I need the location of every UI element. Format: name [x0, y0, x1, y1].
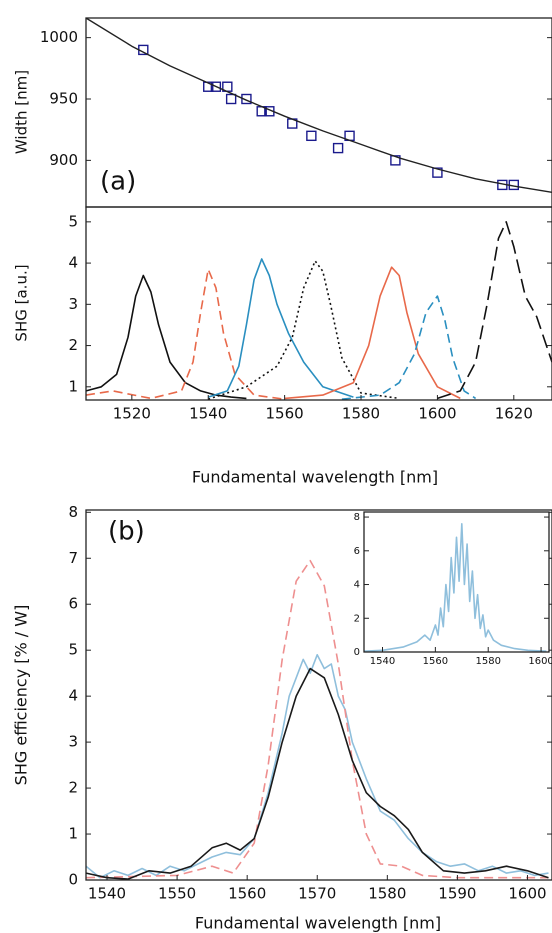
data-line	[341, 295, 477, 400]
y-tick-label: 0	[354, 647, 360, 658]
data-line	[284, 266, 461, 400]
x-tick-label: 1570	[298, 885, 336, 903]
x-tick-label: 1600	[528, 656, 552, 667]
x-tick-label: 1560	[228, 885, 266, 903]
data-point	[332, 142, 344, 154]
y-tick-label: 1000	[40, 28, 78, 46]
y-tick-label: 2	[354, 613, 360, 624]
y-tick-label: 950	[49, 90, 78, 108]
inset-background	[364, 512, 549, 652]
data-line	[207, 258, 354, 398]
plot-area	[364, 523, 547, 652]
data-line	[86, 559, 549, 879]
y-tick-label: 8	[68, 503, 78, 521]
data-line	[364, 523, 547, 652]
y-tick-label: 4	[68, 687, 78, 705]
x-axis-label: Fundamental wavelength [nm]	[192, 468, 438, 487]
y-tick-label: 0	[68, 871, 78, 889]
x-tick-label: 1540	[370, 656, 395, 667]
y-axis-label: SHG [a.u.]	[13, 264, 31, 341]
data-point	[203, 81, 214, 92]
plot-area	[86, 559, 549, 880]
x-tick-label: 1620	[495, 405, 533, 423]
panel-label: (a)	[100, 167, 136, 197]
x-tick-label: 1600	[418, 405, 456, 423]
y-tick-label: 4	[354, 580, 360, 591]
y-tick-label: 2	[68, 779, 78, 797]
y-tick-label: 4	[68, 254, 78, 272]
x-tick-label: 1600	[508, 885, 546, 903]
data-line	[207, 260, 400, 400]
x-tick-label: 1580	[475, 656, 500, 667]
panel-label: (b)	[108, 517, 145, 547]
y-tick-label: 1	[68, 825, 78, 843]
y-axis-label: SHG efficiency [% / W]	[12, 605, 31, 786]
data-point	[210, 81, 222, 92]
y-tick-label: 3	[68, 295, 78, 313]
x-tick-label: 1560	[423, 656, 448, 667]
data-line	[86, 268, 285, 400]
plot-area	[86, 18, 552, 193]
data-line	[86, 274, 247, 400]
y-tick-label: 6	[68, 595, 78, 613]
x-tick-label: 1560	[266, 405, 304, 423]
plot-frame	[85, 206, 552, 401]
y-tick-label: 1	[68, 377, 78, 395]
x-tick-label: 1580	[342, 405, 380, 423]
x-tick-label: 1550	[158, 885, 196, 903]
y-tick-label: 5	[68, 212, 78, 230]
y-tick-label: 7	[68, 549, 78, 567]
y-tick-label: 2	[68, 336, 78, 354]
x-axis-label: Fundamental wavelength [nm]	[195, 914, 441, 933]
data-point	[306, 130, 317, 142]
x-tick-label: 1580	[368, 885, 406, 903]
y-axis-label: Width [nm]	[13, 70, 31, 154]
x-tick-label: 1590	[438, 885, 476, 903]
plot-frame	[85, 17, 552, 208]
x-tick-label: 1520	[113, 405, 151, 423]
data-line	[86, 654, 549, 879]
data-point	[225, 93, 237, 105]
data-line	[86, 667, 549, 880]
data-point	[241, 93, 252, 105]
plot-area	[86, 221, 552, 400]
x-tick-label: 1540	[189, 405, 227, 423]
y-tick-label: 8	[354, 512, 360, 523]
x-tick-label: 1540	[88, 885, 126, 903]
plot-frame	[363, 511, 550, 653]
data-point	[432, 167, 443, 178]
y-tick-label: 5	[68, 641, 78, 659]
y-tick-label: 3	[68, 733, 78, 751]
y-tick-label: 900	[49, 151, 78, 169]
y-tick-label: 6	[354, 546, 360, 557]
data-line	[86, 18, 552, 193]
plot-frame	[85, 509, 552, 881]
data-line	[437, 221, 552, 400]
